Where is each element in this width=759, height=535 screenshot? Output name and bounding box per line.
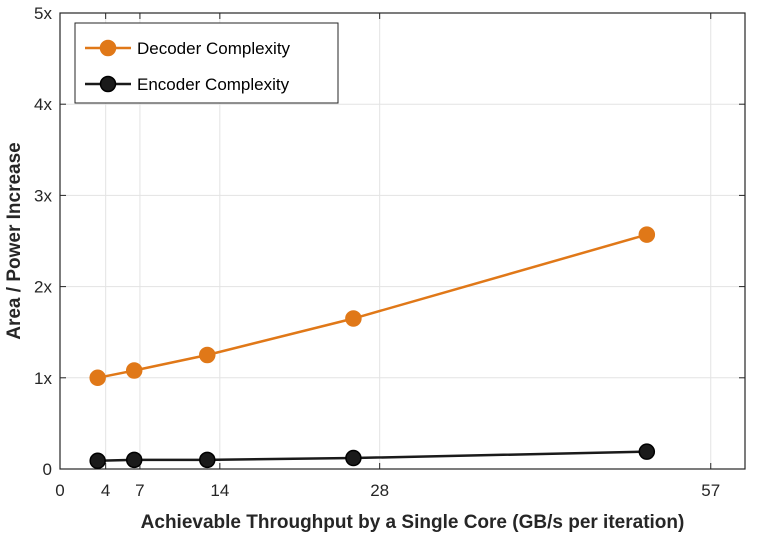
y-tick-label: 3x xyxy=(34,186,52,205)
x-tick-label: 0 xyxy=(55,481,64,500)
plot-area xyxy=(59,12,746,470)
series-group xyxy=(89,226,656,470)
y-tick-label: 0 xyxy=(43,460,52,479)
x-axis-label: Achievable Throughput by a Single Core (… xyxy=(141,512,685,533)
legend-item: Encoder Complexity xyxy=(85,75,290,94)
data-point xyxy=(125,451,143,469)
x-tick-label: 28 xyxy=(370,481,389,500)
x-tick-label: 57 xyxy=(701,481,720,500)
legend-swatch-marker xyxy=(99,75,117,93)
data-point xyxy=(345,310,362,327)
data-point xyxy=(638,443,656,460)
x-tick-label: 14 xyxy=(210,481,229,500)
legend-label: Decoder Complexity xyxy=(137,39,291,58)
series-encoder xyxy=(89,443,656,470)
y-tick-label: 2x xyxy=(34,278,52,297)
data-point xyxy=(345,449,362,467)
legend-item: Decoder Complexity xyxy=(85,39,291,58)
data-point xyxy=(89,452,106,470)
x-tick-label: 7 xyxy=(135,481,144,500)
legend: Decoder Complexity Encoder Complexity xyxy=(74,22,339,104)
legend-box xyxy=(74,22,339,104)
data-point xyxy=(199,346,216,364)
x-tick-label: 4 xyxy=(101,481,110,500)
series-decoder xyxy=(89,226,656,387)
data-point xyxy=(638,226,656,243)
y-tick-label: 5x xyxy=(34,4,52,23)
axis-ticks: 0 1x 2x 3x 4x 5x 0 4 7 14 28 57 xyxy=(34,4,745,500)
y-axis-label: Area / Power Increase xyxy=(4,142,25,340)
y-tick-label: 1x xyxy=(34,369,52,388)
y-tick-label: 4x xyxy=(34,95,52,114)
data-point xyxy=(89,369,106,387)
legend-label: Encoder Complexity xyxy=(137,75,290,94)
data-point xyxy=(199,451,216,469)
data-point xyxy=(125,362,143,379)
legend-swatch-marker xyxy=(99,39,117,57)
